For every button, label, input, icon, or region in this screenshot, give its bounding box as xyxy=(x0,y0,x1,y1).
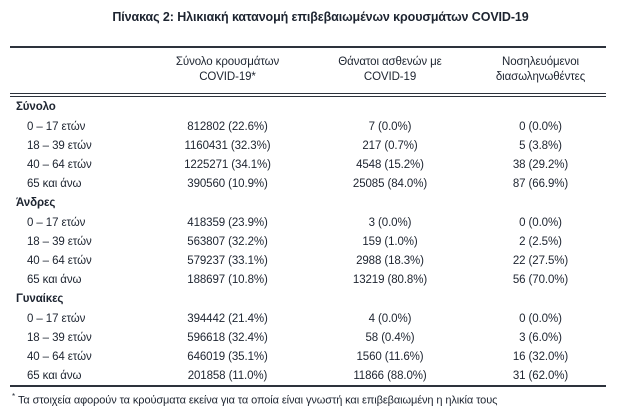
cell-age-group: 40 – 64 ετών xyxy=(27,350,92,363)
cell-total-cases: 394442 (21.4%) xyxy=(187,312,268,325)
cell-deaths: 1560 (11.6%) xyxy=(356,350,424,363)
table-row: 0 – 17 ετών 812802 (22.6%) 7 (0.0%) 0 (0… xyxy=(10,117,606,136)
cell-age-group: 65 και άνω xyxy=(27,273,82,286)
cell-total-cases: 418359 (23.9%) xyxy=(187,216,268,229)
cell-total-cases: 563807 (32.2%) xyxy=(187,235,268,248)
cell-intubated: 3 (6.0%) xyxy=(519,331,562,344)
footnote-asterisk: * xyxy=(12,392,16,401)
column-header-deaths-line2: COVID-19 xyxy=(363,71,417,83)
section-header-row: Άνδρες xyxy=(10,193,606,213)
cell-age-group: 0 – 17 ετών xyxy=(27,312,86,325)
cell-total-cases: 596618 (32.4%) xyxy=(187,331,268,344)
cell-deaths: 7 (0.0%) xyxy=(368,120,412,133)
table-row: 65 και άνω 201858 (11.0%) 11866 (88.0%) … xyxy=(10,366,606,386)
cell-intubated: 56 (70.0%) xyxy=(512,273,569,286)
column-header-intubated-line2: διασωληνωθέντες xyxy=(495,71,586,83)
covid-age-distribution-table: Σύνολο κρουσμάτων COVID-19* Θάνατοι ασθε… xyxy=(10,46,606,387)
column-header-total-cases-line1: Σύνολο κρουσμάτων xyxy=(175,56,280,68)
section-label-men: Άνδρες xyxy=(16,197,56,209)
table-row: 18 – 39 ετών 596618 (32.4%) 58 (0.4%) 3 … xyxy=(10,328,606,347)
table-row: 65 και άνω 188697 (10.8%) 13219 (80.8%) … xyxy=(10,270,606,289)
cell-total-cases: 188697 (10.8%) xyxy=(187,273,268,286)
cell-total-cases: 201858 (11.0%) xyxy=(187,369,268,382)
cell-deaths: 4548 (15.2%) xyxy=(356,158,424,171)
table-row: 0 – 17 ετών 418359 (23.9%) 3 (0.0%) 0 (0… xyxy=(10,213,606,232)
column-header-empty xyxy=(10,47,150,95)
table-row: 40 – 64 ετών 1225271 (34.1%) 4548 (15.2%… xyxy=(10,155,606,174)
section-label-total: Σύνολο xyxy=(16,101,56,113)
table-body: Σύνολο 0 – 17 ετών 812802 (22.6%) 7 (0.0… xyxy=(10,95,606,386)
footnote-text: Τα στοιχεία αφορούν τα κρούσματα εκείνα … xyxy=(18,394,498,407)
cell-age-group: 18 – 39 ετών xyxy=(27,331,92,344)
cell-deaths: 11866 (88.0%) xyxy=(353,369,427,382)
cell-deaths: 4 (0.0%) xyxy=(368,312,412,325)
cell-age-group: 65 και άνω xyxy=(27,369,82,382)
column-header-deaths-line1: Θάνατοι ασθενών με xyxy=(338,56,442,68)
cell-total-cases: 579237 (33.1%) xyxy=(187,254,268,267)
cell-deaths: 217 (0.7%) xyxy=(362,139,418,152)
cell-deaths: 159 (1.0%) xyxy=(362,235,418,248)
page-title: Πίνακας 2: Ηλικιακή κατανομή επιβεβαιωμέ… xyxy=(112,10,529,24)
table-header-row: Σύνολο κρουσμάτων COVID-19* Θάνατοι ασθε… xyxy=(10,47,606,95)
cell-intubated: 22 (27.5%) xyxy=(512,254,569,267)
cell-age-group: 18 – 39 ετών xyxy=(27,235,92,248)
cell-age-group: 0 – 17 ετών xyxy=(27,216,86,229)
column-header-deaths: Θάνατοι ασθενών με COVID-19 xyxy=(305,47,475,95)
cell-deaths: 3 (0.0%) xyxy=(368,216,412,229)
table-row: 18 – 39 ετών 563807 (32.2%) 159 (1.0%) 2… xyxy=(10,232,606,251)
cell-total-cases: 390560 (10.9%) xyxy=(187,177,268,190)
cell-intubated: 2 (2.5%) xyxy=(519,235,562,248)
cell-total-cases: 646019 (35.1%) xyxy=(187,350,268,363)
cell-age-group: 40 – 64 ετών xyxy=(27,254,92,267)
cell-intubated: 38 (29.2%) xyxy=(512,158,569,171)
cell-age-group: 65 και άνω xyxy=(27,177,82,190)
section-label-women: Γυναίκες xyxy=(16,293,64,305)
column-header-intubated: Νοσηλευόμενοι διασωληνωθέντες xyxy=(475,47,606,95)
cell-intubated: 0 (0.0%) xyxy=(519,120,562,133)
column-header-total-cases: Σύνολο κρουσμάτων COVID-19* xyxy=(150,47,305,95)
cell-deaths: 25085 (84.0%) xyxy=(352,177,428,190)
section-header-row: Γυναίκες xyxy=(10,289,606,309)
section-header-row: Σύνολο xyxy=(10,95,606,117)
cell-intubated: 16 (32.0%) xyxy=(512,350,569,363)
cell-age-group: 18 – 39 ετών xyxy=(27,139,92,152)
cell-age-group: 0 – 17 ετών xyxy=(27,120,86,133)
column-header-total-cases-line2: COVID-19* xyxy=(199,71,256,83)
cell-intubated: 5 (3.8%) xyxy=(519,139,562,152)
column-header-intubated-line1: Νοσηλευόμενοι xyxy=(502,56,579,68)
table-row: 0 – 17 ετών 394442 (21.4%) 4 (0.0%) 0 (0… xyxy=(10,309,606,328)
table-header: Σύνολο κρουσμάτων COVID-19* Θάνατοι ασθε… xyxy=(10,47,606,95)
cell-total-cases: 812802 (22.6%) xyxy=(187,120,268,133)
cell-intubated: 87 (66.9%) xyxy=(512,177,569,190)
table-row: 65 και άνω 390560 (10.9%) 25085 (84.0%) … xyxy=(10,174,606,193)
cell-intubated: 31 (62.0%) xyxy=(512,369,569,382)
cell-deaths: 2988 (18.3%) xyxy=(356,254,424,267)
cell-total-cases: 1160431 (32.3%) xyxy=(184,139,271,152)
cell-deaths: 13219 (80.8%) xyxy=(352,273,428,286)
table-row: 40 – 64 ετών 646019 (35.1%) 1560 (11.6%)… xyxy=(10,347,606,366)
table-footnote: * Τα στοιχεία αφορούν τα κρούσματα εκείνα… xyxy=(12,392,641,407)
cell-age-group: 40 – 64 ετών xyxy=(27,158,92,171)
table-row: 40 – 64 ετών 579237 (33.1%) 2988 (18.3%)… xyxy=(10,251,606,270)
table-row: 18 – 39 ετών 1160431 (32.3%) 217 (0.7%) … xyxy=(10,136,606,155)
cell-intubated: 0 (0.0%) xyxy=(519,312,562,325)
cell-intubated: 0 (0.0%) xyxy=(519,216,562,229)
cell-total-cases: 1225271 (34.1%) xyxy=(184,158,271,171)
cell-deaths: 58 (0.4%) xyxy=(365,331,415,344)
